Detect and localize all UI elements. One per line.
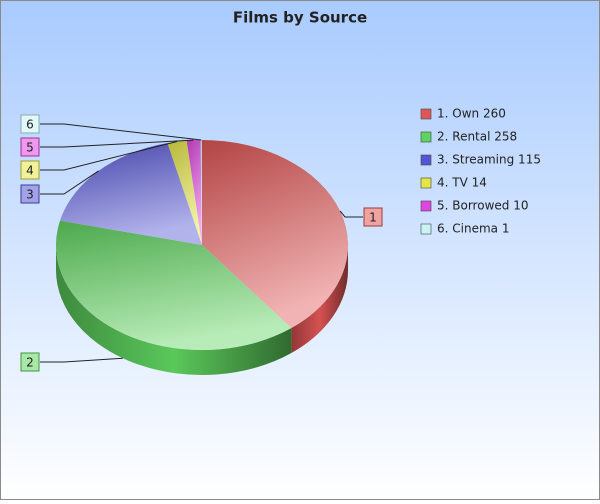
legend-label: 3. Streaming 115 — [437, 153, 541, 167]
callout-label: 4 — [26, 164, 34, 178]
legend-label: 4. TV 14 — [437, 176, 487, 190]
slice — [186, 140, 202, 245]
slice — [202, 140, 349, 329]
callout-box — [20, 137, 40, 157]
callout-label: 1 — [369, 211, 377, 225]
callout-line — [40, 139, 194, 148]
legend-swatch — [420, 223, 432, 235]
callout-line — [339, 210, 363, 218]
legend-swatch — [420, 131, 432, 143]
slice — [167, 140, 202, 245]
slice — [59, 142, 202, 245]
callout-label: 3 — [26, 188, 34, 202]
legend-label: 2. Rental 258 — [437, 130, 517, 144]
slice — [200, 140, 202, 245]
callout-line — [40, 141, 178, 171]
callout-line — [40, 357, 123, 363]
callout-label: 5 — [26, 141, 34, 155]
callout-label: 6 — [26, 118, 34, 132]
callout-box — [20, 352, 40, 372]
legend-swatch — [420, 154, 432, 166]
slice-side — [291, 245, 348, 354]
legend-swatch — [420, 177, 432, 189]
legend-label: 6. Cinema 1 — [437, 222, 509, 236]
callout-box — [20, 160, 40, 180]
legend-swatch — [420, 108, 432, 120]
legend-label: 1. Own 260 — [437, 107, 506, 121]
legend-swatch — [420, 200, 432, 212]
callout-line — [40, 123, 202, 141]
callout-box — [20, 184, 40, 204]
chart-title: Films by Source — [233, 9, 367, 27]
slice — [56, 220, 292, 350]
callout-label: 2 — [26, 356, 34, 370]
callout-box — [363, 207, 383, 227]
slice-side — [56, 245, 292, 375]
callout-box — [20, 114, 40, 134]
callout-line — [40, 170, 99, 195]
legend-label: 5. Borrowed 10 — [437, 199, 528, 213]
